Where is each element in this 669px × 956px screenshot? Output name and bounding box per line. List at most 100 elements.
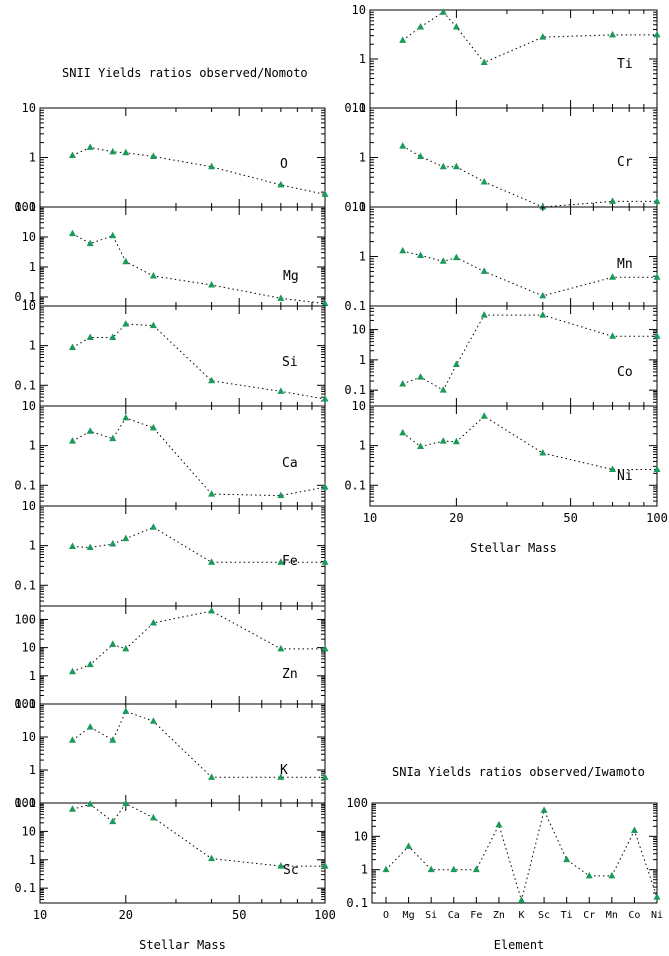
- data-point: [452, 22, 460, 30]
- data-point: [321, 483, 329, 490]
- element-label: Cr: [617, 155, 633, 170]
- data-point: [122, 707, 130, 714]
- y-tick-label: 0.1: [14, 478, 36, 492]
- x-tick-label: 10: [33, 908, 47, 922]
- data-point: [653, 273, 661, 280]
- data-point: [321, 558, 329, 565]
- data-point: [630, 826, 638, 833]
- data-point: [149, 618, 157, 626]
- y-tick-label: 0.1: [14, 290, 36, 304]
- data-point: [122, 644, 130, 652]
- y-tick-label: 10: [22, 101, 36, 115]
- data-point: [321, 395, 329, 402]
- data-point: [208, 162, 216, 170]
- element-label: Si: [282, 355, 298, 370]
- x-tick-label: 20: [449, 511, 463, 525]
- data-point: [321, 773, 329, 780]
- data-point: [109, 640, 117, 647]
- data-point: [417, 152, 425, 159]
- y-tick-label: 10: [352, 101, 366, 115]
- data-point: [321, 299, 329, 307]
- data-point: [68, 542, 76, 550]
- x-tick-label: O: [383, 910, 389, 921]
- y-tick-label: 0.1: [344, 299, 366, 313]
- panel-mg: 0.1 1 10 100 Mg: [14, 200, 329, 307]
- data-point: [208, 558, 216, 565]
- data-point: [149, 813, 157, 821]
- data-point: [149, 272, 157, 279]
- data-point: [277, 180, 285, 188]
- data-point: [122, 320, 130, 327]
- panel-fe: 0.1 1 10 Fe: [14, 499, 329, 607]
- y-tick-label: 1: [29, 339, 36, 353]
- data-point: [277, 558, 285, 565]
- data-point: [439, 437, 447, 444]
- data-point: [427, 865, 435, 873]
- data-point: [321, 190, 329, 197]
- data-point: [480, 412, 488, 419]
- data-point: [277, 773, 285, 780]
- element-label: Fe: [282, 554, 298, 569]
- y-tick-label: 1: [29, 260, 36, 274]
- panel-o: 0.1 1 10 O: [14, 101, 329, 214]
- y-tick-label: 1: [359, 151, 366, 165]
- data-point: [86, 333, 94, 341]
- y-tick-label: 10: [352, 200, 366, 214]
- data-point: [452, 437, 460, 445]
- y-tick-label: 10: [22, 641, 36, 655]
- y-tick-label: 10: [352, 399, 366, 413]
- data-point: [539, 291, 547, 299]
- element-label: Sc: [283, 863, 299, 878]
- data-point: [608, 871, 616, 879]
- data-point: [149, 523, 157, 530]
- x-tick-label: 100: [314, 908, 336, 922]
- data-point: [68, 343, 76, 350]
- panel-si: 0.1 1 10 Si: [14, 299, 329, 407]
- y-tick-label: 0.1: [344, 200, 366, 214]
- series-line: [385, 808, 658, 903]
- data-point: [277, 644, 285, 652]
- data-point: [399, 246, 407, 254]
- data-point: [609, 273, 617, 280]
- x-tick-label: K: [518, 910, 524, 921]
- data-point: [208, 773, 216, 780]
- y-tick-label: 10: [22, 299, 36, 313]
- left-title: SNII Yields ratios observed/Nomoto: [62, 66, 308, 80]
- x-axis-label: Stellar Mass: [139, 938, 226, 952]
- y-tick-label: 0.1: [344, 383, 366, 397]
- data-point: [609, 465, 617, 473]
- element-label: Mn: [617, 257, 633, 272]
- y-tick-label: 100: [14, 612, 36, 626]
- data-point: [321, 644, 329, 652]
- data-point: [149, 717, 157, 724]
- data-point: [208, 281, 216, 288]
- y-tick-label: 0.1: [14, 881, 36, 895]
- data-point: [86, 239, 94, 247]
- y-tick-label: 1: [359, 353, 366, 367]
- data-point: [109, 333, 117, 341]
- x-tick-label: Ti: [561, 910, 573, 921]
- panel-cr: 0.1 1 10 Cr: [344, 101, 661, 214]
- y-tick-label: 1: [29, 539, 36, 553]
- data-point: [208, 376, 216, 384]
- data-point: [208, 606, 216, 614]
- element-label: Ni: [617, 469, 633, 484]
- data-point: [439, 386, 447, 393]
- data-point: [277, 387, 285, 394]
- data-point: [86, 143, 94, 150]
- panel-sc: 0.1 1 10 100 10 20 50 100 Stellar Mass Sc: [14, 796, 336, 952]
- data-point: [439, 257, 447, 264]
- y-tick-label: 100: [14, 697, 36, 711]
- data-point: [653, 893, 661, 900]
- element-label: Co: [617, 365, 633, 380]
- panel-snia: 0.1 1 10 100 O Mg Si Ca Fe Zn K Sc Ti Cr Mn Co Ni Element: [346, 796, 663, 952]
- element-label: Zn: [282, 667, 298, 682]
- data-point: [68, 805, 76, 812]
- data-point: [417, 442, 425, 450]
- x-tick-label: 50: [563, 511, 577, 525]
- data-point: [68, 736, 76, 743]
- series-line: [72, 710, 325, 778]
- y-tick-label: 10: [352, 3, 366, 17]
- series-line: [402, 415, 657, 470]
- y-tick-label: 1: [361, 863, 368, 877]
